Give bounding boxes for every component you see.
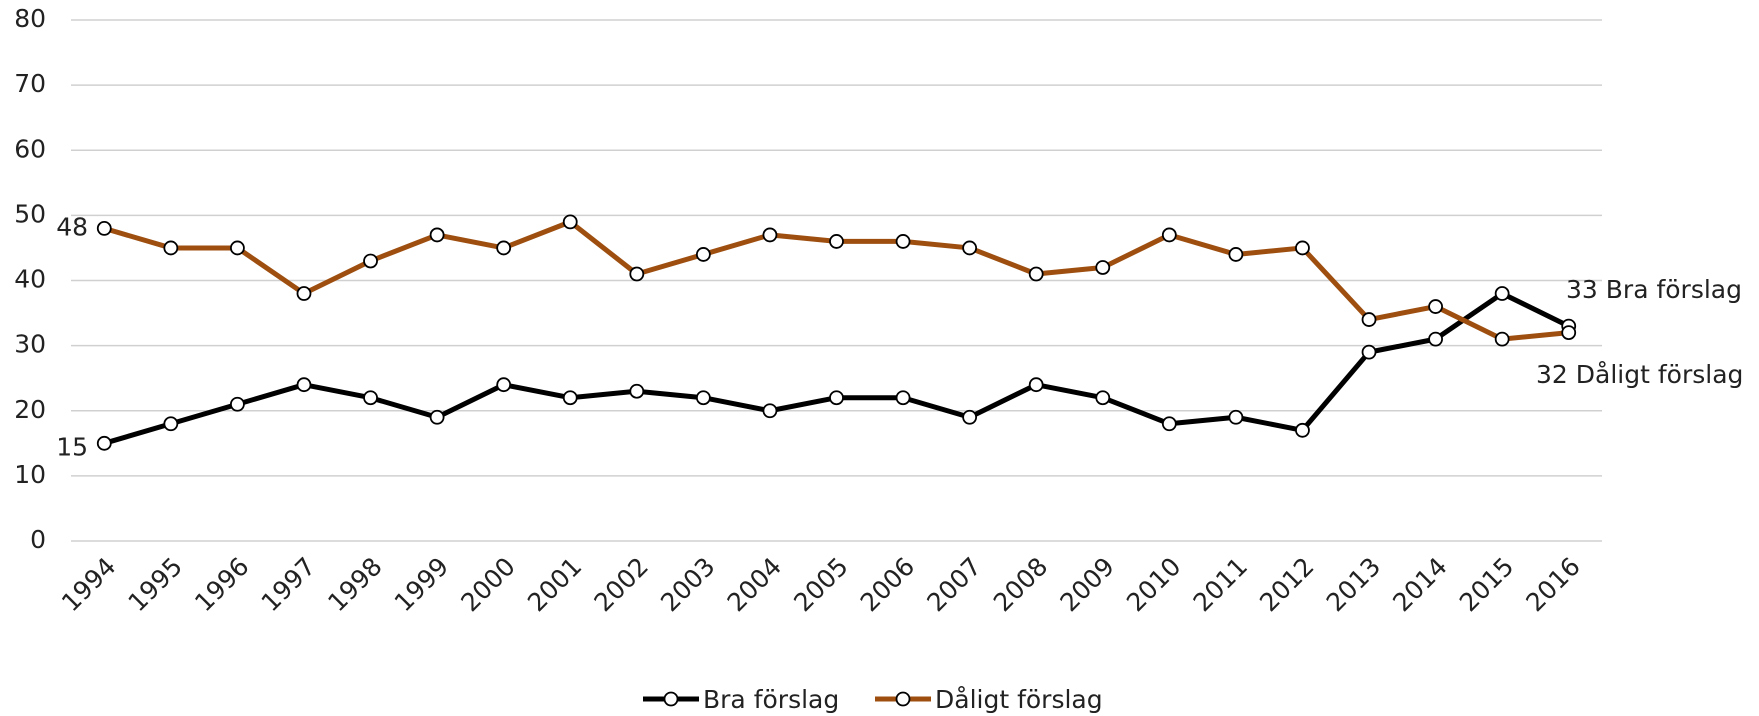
point-marker (1361, 312, 1377, 327)
point-marker (163, 416, 179, 432)
point-marker (230, 240, 245, 256)
x-tick-label: 2007 (921, 552, 986, 617)
end-label: 32 Dåligt förslag (1536, 360, 1743, 389)
point-marker (629, 383, 645, 399)
point-marker (429, 409, 445, 425)
y-tick-label: 50 (14, 199, 46, 228)
y-tick-label: 20 (14, 395, 46, 424)
point-marker (496, 377, 512, 393)
end-label-value: 33 (1566, 275, 1598, 304)
point-marker (96, 220, 112, 236)
point-marker (695, 390, 711, 406)
x-tick-label: 2014 (1387, 552, 1452, 617)
point-marker (163, 240, 179, 256)
point-marker (695, 247, 711, 262)
point-marker (296, 286, 312, 301)
point-marker (1095, 390, 1111, 406)
point-marker (1161, 227, 1177, 243)
point-marker (363, 253, 378, 269)
x-tick-label: 2013 (1321, 552, 1386, 617)
point-marker (1028, 377, 1044, 393)
point-marker (762, 227, 778, 243)
point-marker (429, 227, 445, 243)
y-tick-label: 30 (14, 330, 46, 359)
point-marker (1028, 266, 1044, 282)
point-marker (96, 435, 112, 451)
end-label-name: Dåligt förslag (1576, 360, 1744, 389)
x-tick-label: 2015 (1454, 552, 1519, 617)
legend-marker (663, 691, 679, 707)
x-tick-label: 2006 (855, 552, 920, 617)
x-tick-label: 1997 (256, 552, 321, 617)
x-tick-label: 2005 (788, 552, 853, 617)
point-marker (230, 396, 245, 412)
y-tick-label: 10 (14, 460, 46, 489)
x-tick-label: 2003 (655, 552, 720, 617)
point-marker (962, 240, 978, 256)
x-tick-label: 2002 (589, 552, 654, 617)
x-tick-label: 2012 (1254, 552, 1319, 617)
x-tick-label: 1996 (189, 552, 254, 617)
x-tick-label: 2016 (1520, 552, 1585, 617)
point-marker (1428, 331, 1443, 347)
point-marker (1561, 325, 1577, 341)
x-tick-label: 1998 (322, 552, 387, 617)
point-marker (829, 390, 844, 406)
point-marker (962, 409, 978, 425)
data-label: 48 (56, 212, 88, 241)
point-marker (496, 240, 512, 256)
point-marker (1295, 422, 1310, 438)
x-tick-label: 2000 (455, 552, 520, 617)
x-tick-label: 1994 (56, 552, 121, 617)
legend-label: Bra förslag (703, 685, 839, 714)
y-tick-label: 60 (14, 134, 46, 163)
point-marker (1228, 247, 1244, 262)
y-tick-label: 70 (14, 69, 46, 98)
y-tick-label: 0 (30, 525, 46, 554)
point-marker (629, 266, 645, 282)
point-marker (562, 214, 578, 230)
point-marker (562, 390, 578, 406)
point-marker (895, 390, 911, 406)
data-label: 15 (56, 432, 88, 461)
point-marker (1361, 344, 1377, 360)
series-line (103, 291, 1570, 446)
point-marker (1295, 240, 1310, 256)
y-tick-label: 40 (14, 265, 46, 294)
legend-label: Dåligt förslag (935, 685, 1103, 714)
point-marker (1161, 416, 1177, 432)
point-marker (895, 234, 911, 249)
x-tick-label: 2010 (1121, 552, 1186, 617)
y-tick-label: 80 (14, 4, 46, 33)
x-tick-label: 1995 (123, 552, 188, 617)
x-tick-label: 2001 (522, 552, 587, 617)
point-marker (1494, 331, 1510, 347)
end-label: 33 Bra förslag (1566, 275, 1742, 304)
point-marker (1494, 286, 1510, 301)
point-marker (1095, 260, 1111, 275)
point-marker (1228, 409, 1244, 425)
x-tick-label: 2011 (1188, 552, 1253, 617)
point-marker (1428, 299, 1443, 314)
point-marker (762, 403, 778, 419)
legend-marker (895, 691, 911, 707)
point-marker (296, 377, 312, 393)
x-tick-label: 1999 (389, 552, 454, 617)
x-tick-label: 2009 (1054, 552, 1119, 617)
point-marker (363, 390, 378, 406)
x-tick-label: 2004 (722, 552, 787, 617)
x-tick-label: 2008 (988, 552, 1053, 617)
point-marker (829, 234, 844, 249)
end-label-value: 32 (1536, 360, 1568, 389)
end-label-name: Bra förslag (1606, 275, 1742, 304)
